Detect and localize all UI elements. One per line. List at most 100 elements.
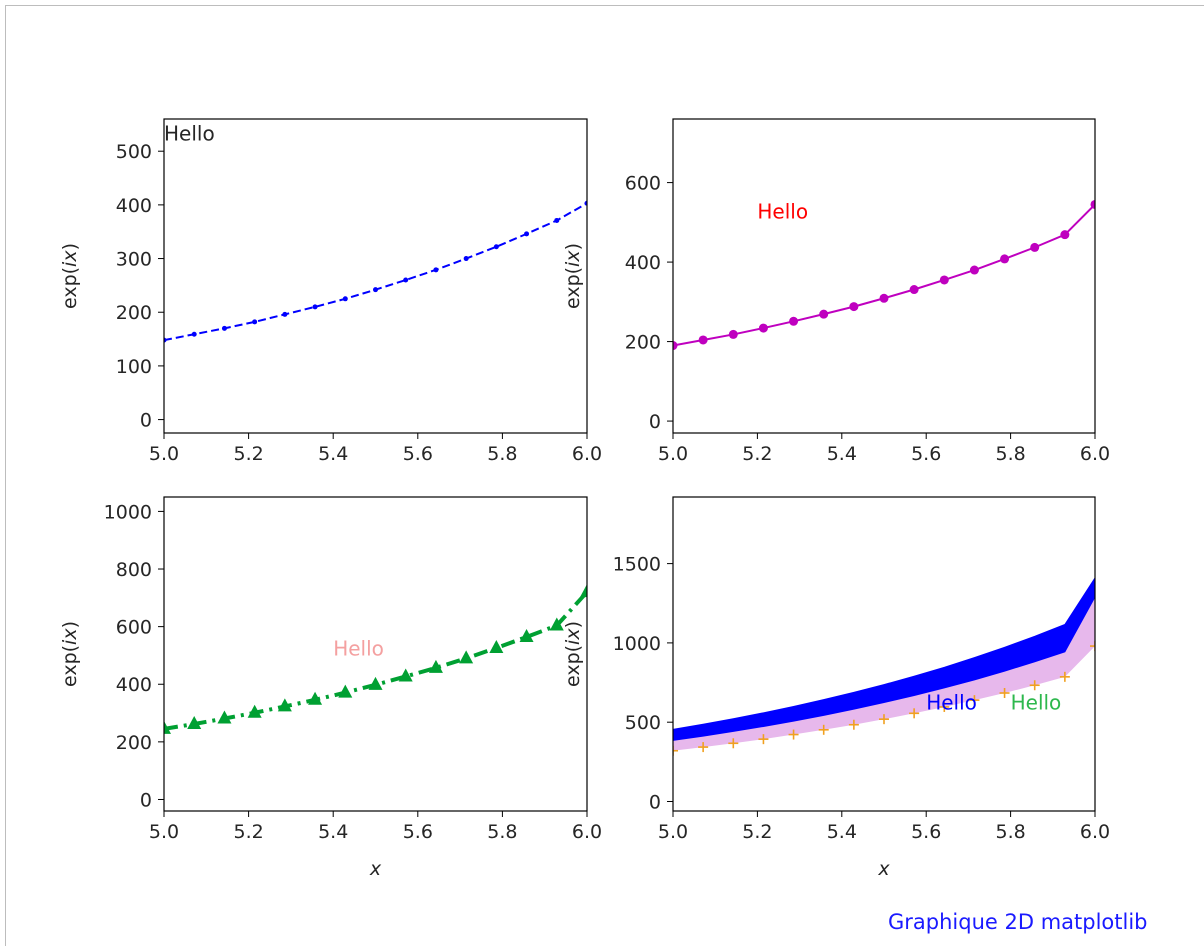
data-point bbox=[342, 296, 348, 302]
data-point bbox=[463, 256, 469, 262]
y-tick-label: 1000 bbox=[613, 633, 661, 655]
data-point bbox=[1030, 242, 1040, 252]
data-point bbox=[554, 217, 560, 223]
x-tick-label: 6.0 bbox=[1080, 443, 1110, 465]
annotation-text: Hello bbox=[757, 199, 808, 223]
annotation-text: Hello bbox=[333, 636, 384, 660]
y-tick-label: 1000 bbox=[104, 501, 152, 523]
x-tick-label: 5.6 bbox=[911, 821, 941, 843]
y-tick-label: 0 bbox=[140, 789, 152, 811]
axes-frame bbox=[163, 118, 588, 434]
data-point bbox=[728, 738, 739, 749]
x-tick-label: 5.2 bbox=[233, 443, 263, 465]
y-tick-label: 400 bbox=[625, 252, 661, 274]
data-point bbox=[1000, 254, 1010, 264]
fill-between-area bbox=[673, 596, 1095, 751]
x-tick-label: 5.8 bbox=[487, 443, 517, 465]
y-tick-label: 1500 bbox=[613, 554, 661, 576]
data-point bbox=[459, 650, 474, 664]
data-point bbox=[368, 676, 383, 690]
axes-frame bbox=[163, 496, 588, 812]
data-point bbox=[849, 302, 859, 312]
y-tick-label: 300 bbox=[116, 249, 152, 271]
x-tick-label: 5.6 bbox=[403, 821, 433, 843]
data-point bbox=[1090, 199, 1095, 209]
x-tick-label: 6.0 bbox=[1080, 821, 1110, 843]
data-point bbox=[673, 341, 678, 351]
data-point bbox=[848, 719, 859, 730]
data-point bbox=[282, 311, 288, 317]
data-point bbox=[221, 325, 227, 331]
data-point bbox=[758, 323, 768, 333]
series-1 bbox=[164, 584, 587, 734]
x-tick-label: 5.0 bbox=[149, 443, 179, 465]
data-point bbox=[758, 734, 769, 745]
annotation-text: Hello bbox=[1011, 691, 1062, 715]
x-tick-label: 5.4 bbox=[827, 821, 857, 843]
data-point bbox=[398, 668, 413, 682]
data-point bbox=[698, 335, 708, 345]
x-tick-label: 5.8 bbox=[487, 821, 517, 843]
y-tick-label: 200 bbox=[625, 332, 661, 354]
x-tick-label: 5.4 bbox=[318, 443, 348, 465]
data-point bbox=[999, 688, 1010, 699]
x-tick-label: 5.4 bbox=[827, 443, 857, 465]
data-point bbox=[191, 331, 197, 337]
x-tick-label: 6.0 bbox=[572, 821, 602, 843]
data-point bbox=[308, 691, 323, 705]
data-point bbox=[524, 231, 530, 237]
data-point bbox=[789, 316, 799, 326]
y-tick-label: 0 bbox=[649, 411, 661, 433]
data-point bbox=[584, 200, 587, 206]
x-tick-label: 6.0 bbox=[572, 443, 602, 465]
x-tick-label: 5.8 bbox=[995, 821, 1025, 843]
data-point bbox=[969, 695, 980, 706]
x-tick-label: 5.8 bbox=[995, 443, 1025, 465]
series-1 bbox=[673, 199, 1095, 351]
plot-area: Hello Hello bbox=[673, 576, 1095, 756]
data-point bbox=[428, 659, 443, 673]
data-point bbox=[728, 329, 738, 339]
y-tick-label: 500 bbox=[625, 712, 661, 734]
series-line bbox=[164, 202, 587, 342]
x-tick-label: 5.0 bbox=[658, 821, 688, 843]
y-tick-label: 500 bbox=[116, 141, 152, 163]
data-point bbox=[549, 617, 564, 631]
data-point bbox=[312, 304, 318, 310]
thick-line-band bbox=[673, 576, 1095, 741]
plot-area: Hello bbox=[164, 121, 587, 343]
y-tick-label: 0 bbox=[140, 410, 152, 432]
subplot-3: Hello 5.0 5.2 5.4 5.6 5.8 6.0 0 200 400 600 800 1000… bbox=[59, 496, 602, 880]
data-point bbox=[277, 698, 292, 712]
data-point bbox=[1059, 671, 1070, 682]
data-point bbox=[187, 716, 202, 730]
data-point bbox=[164, 337, 167, 343]
x-tick-label: 5.2 bbox=[742, 821, 772, 843]
annotation-text: Hello bbox=[164, 121, 215, 145]
y-tick-label: 0 bbox=[649, 791, 661, 813]
y-tick-label: 600 bbox=[116, 617, 152, 639]
data-point bbox=[493, 244, 499, 250]
data-point bbox=[1060, 230, 1070, 240]
x-tick-label: 5.2 bbox=[742, 443, 772, 465]
data-point bbox=[909, 285, 919, 295]
axes-frame bbox=[672, 496, 1096, 812]
data-point bbox=[788, 729, 799, 740]
subplot-4: Hello Hello 5.0 5.2 5.4 5.6 5.8 6.0 0 500 1000 1500… bbox=[562, 496, 1110, 880]
data-point bbox=[939, 701, 950, 712]
x-tick-label: 5.0 bbox=[658, 443, 688, 465]
x-tick-label: 5.0 bbox=[149, 821, 179, 843]
y-tick-label: 400 bbox=[116, 195, 152, 217]
series-1 bbox=[164, 200, 587, 343]
data-point bbox=[252, 319, 258, 325]
annotation-text: Hello bbox=[926, 691, 977, 715]
series-2 bbox=[673, 641, 1095, 756]
y-tick-label: 800 bbox=[116, 559, 152, 581]
data-point bbox=[247, 704, 262, 718]
figure-caption-link[interactable]: Graphique 2D matplotlib bbox=[888, 910, 1148, 934]
x-tick-label: 5.2 bbox=[233, 821, 263, 843]
y-axis-label: exp(ix) bbox=[59, 243, 81, 309]
data-point bbox=[819, 309, 829, 319]
data-point bbox=[818, 724, 829, 735]
